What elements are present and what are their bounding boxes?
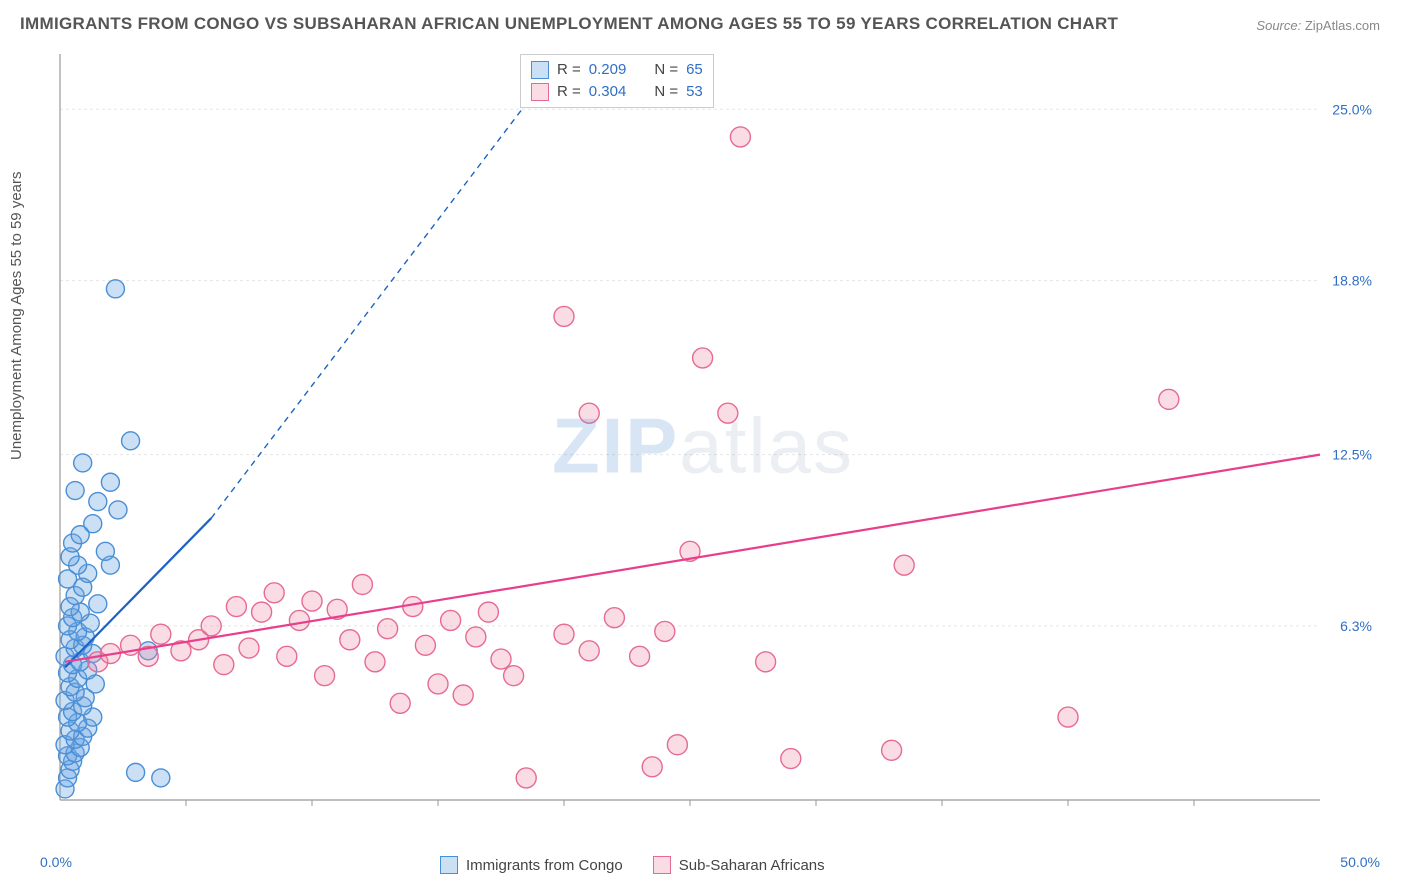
svg-text:6.3%: 6.3% — [1340, 618, 1372, 634]
legend-label-subsaharan: Sub-Saharan Africans — [679, 857, 825, 874]
legend-row-subsaharan: R = 0.304 N = 53 — [531, 81, 703, 103]
n-label: N = — [654, 81, 678, 103]
correlation-legend: R = 0.209 N = 65 R = 0.304 N = 53 — [520, 54, 714, 108]
r-label: R = — [557, 59, 581, 81]
r-value-subsaharan: 0.304 — [589, 81, 627, 103]
legend-item-subsaharan: Sub-Saharan Africans — [653, 856, 825, 874]
legend-row-congo: R = 0.209 N = 65 — [531, 59, 703, 81]
source-value: ZipAtlas.com — [1305, 18, 1380, 33]
source-label: Source: — [1256, 18, 1301, 33]
r-value-congo: 0.209 — [589, 59, 627, 81]
x-origin-label: 0.0% — [40, 854, 72, 870]
legend-swatch-congo — [531, 61, 549, 79]
n-value-subsaharan: 53 — [686, 81, 703, 103]
n-value-congo: 65 — [686, 59, 703, 81]
svg-text:25.0%: 25.0% — [1332, 101, 1372, 117]
svg-text:12.5%: 12.5% — [1332, 447, 1372, 463]
legend-swatch-subsaharan — [531, 83, 549, 101]
source-attribution: Source: ZipAtlas.com — [1256, 18, 1380, 33]
scatter-plot: 6.3% 12.5% 18.8% 25.0% — [50, 50, 1380, 830]
legend-swatch-subsaharan — [653, 856, 671, 874]
chart-title: IMMIGRANTS FROM CONGO VS SUBSAHARAN AFRI… — [20, 14, 1118, 34]
legend-label-congo: Immigrants from Congo — [466, 857, 623, 874]
n-label: N = — [654, 59, 678, 81]
y-axis-label: Unemployment Among Ages 55 to 59 years — [8, 171, 25, 460]
series-legend: Immigrants from Congo Sub-Saharan Africa… — [440, 856, 825, 874]
x-max-label: 50.0% — [1340, 854, 1380, 870]
r-label: R = — [557, 81, 581, 103]
legend-item-congo: Immigrants from Congo — [440, 856, 623, 874]
legend-swatch-congo — [440, 856, 458, 874]
svg-text:18.8%: 18.8% — [1332, 273, 1372, 289]
